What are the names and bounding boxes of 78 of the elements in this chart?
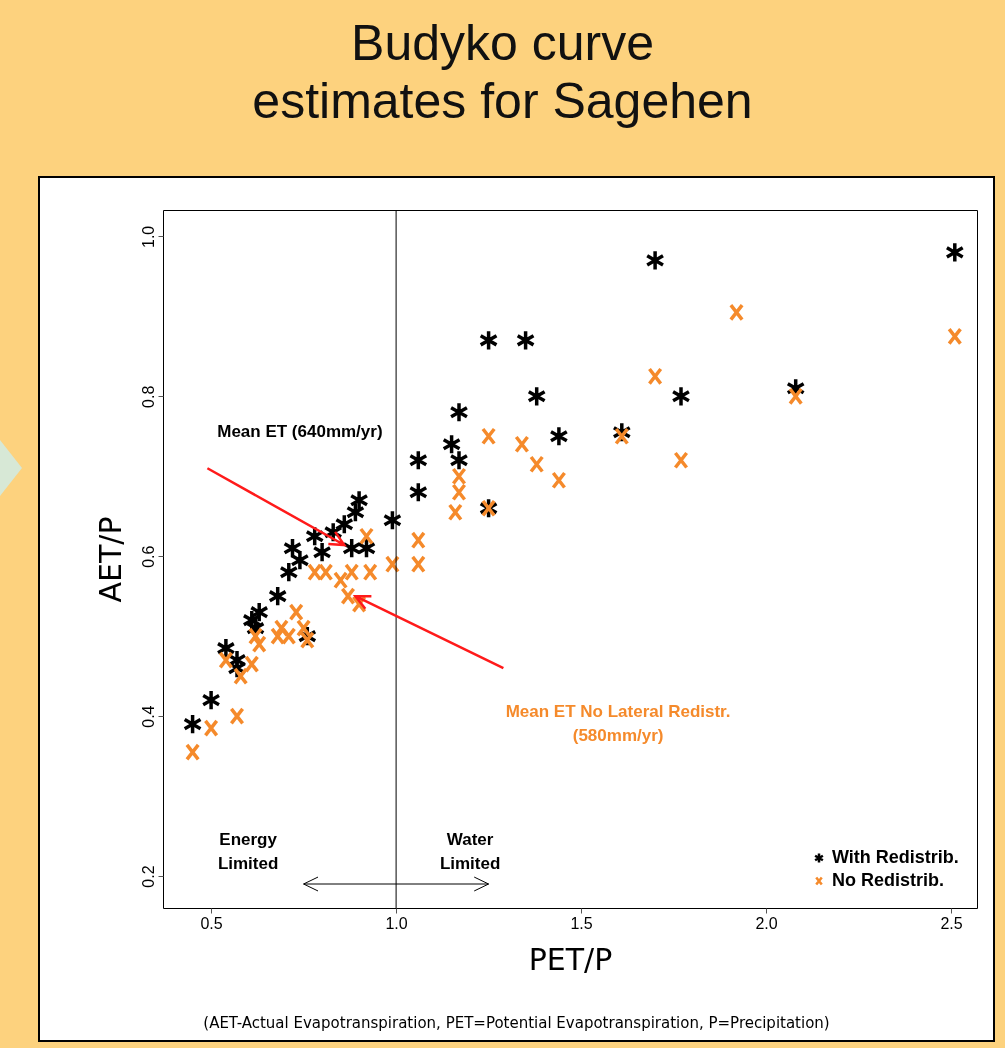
point [441, 433, 462, 456]
point [229, 707, 245, 726]
point [279, 561, 299, 584]
point [945, 241, 965, 264]
x-tick-label: 2.5 [940, 914, 963, 932]
point [201, 689, 221, 711]
point [344, 563, 360, 582]
point [382, 509, 403, 532]
annotation: Water Limited [439, 830, 501, 874]
point [345, 501, 366, 524]
y-axis-title: AET/P [92, 516, 128, 603]
point [614, 427, 630, 446]
point [647, 367, 663, 386]
y-tick-label: 0.4 [139, 705, 157, 728]
point [342, 537, 362, 560]
point [203, 719, 219, 738]
point [185, 743, 200, 762]
point [249, 601, 269, 623]
point [527, 385, 547, 408]
point [410, 555, 426, 574]
point [529, 455, 545, 474]
point [481, 427, 496, 446]
point [251, 635, 267, 654]
y-tick-label: 0.2 [139, 865, 157, 888]
point [449, 449, 469, 472]
x-tick-label: 2.0 [755, 914, 778, 932]
point [318, 563, 334, 582]
point [408, 449, 428, 472]
point [244, 655, 260, 674]
y-tick-label: 1.0 [139, 225, 157, 249]
point [349, 489, 369, 512]
annotation: Mean ET (640mm/yr) [217, 422, 383, 442]
point [182, 713, 203, 735]
point [514, 435, 530, 454]
legend-label: With Redistrib. [832, 847, 959, 867]
point [478, 329, 499, 352]
point [216, 637, 236, 659]
point [281, 627, 297, 646]
text: (AET-Actual Evapotranspiration, PET=Potential Evapotranspiration, P=Precipitation) [202, 1014, 831, 1032]
point [449, 401, 469, 424]
y-tick-label: 0.6 [139, 545, 157, 568]
legend-label: No Redistrib. [832, 870, 945, 890]
point [359, 527, 374, 546]
point [307, 563, 323, 582]
point [515, 329, 536, 352]
point [233, 667, 249, 686]
point [671, 385, 691, 408]
point [408, 481, 428, 504]
point [333, 571, 348, 590]
y-tick-label: 0.8 [139, 385, 157, 408]
point [410, 531, 426, 550]
x-tick-label: 1.5 [570, 914, 593, 932]
point [288, 603, 304, 622]
point [549, 425, 569, 448]
point [551, 471, 567, 490]
point [788, 387, 804, 406]
point [274, 619, 289, 638]
point [645, 249, 665, 272]
point [673, 451, 689, 470]
point [270, 627, 286, 646]
point [334, 513, 354, 536]
point [248, 627, 263, 646]
point [447, 503, 463, 522]
point [729, 303, 744, 322]
annotation: Mean ET No Lateral Redistr. (580mm/yr) [505, 702, 731, 746]
point [340, 587, 356, 606]
point [312, 541, 332, 564]
x-tick-label: 0.5 [200, 914, 223, 932]
point [362, 563, 378, 582]
annotation: Energy Limited [217, 830, 279, 874]
chart-title: Budyko curve estimates for Sagehen [251, 14, 754, 130]
x-tick-label: 1.0 [385, 914, 408, 932]
point [947, 327, 963, 346]
point [218, 651, 234, 670]
point [268, 585, 288, 608]
point [356, 537, 377, 560]
point [290, 549, 310, 572]
x-axis-title: PET/P [528, 941, 613, 977]
